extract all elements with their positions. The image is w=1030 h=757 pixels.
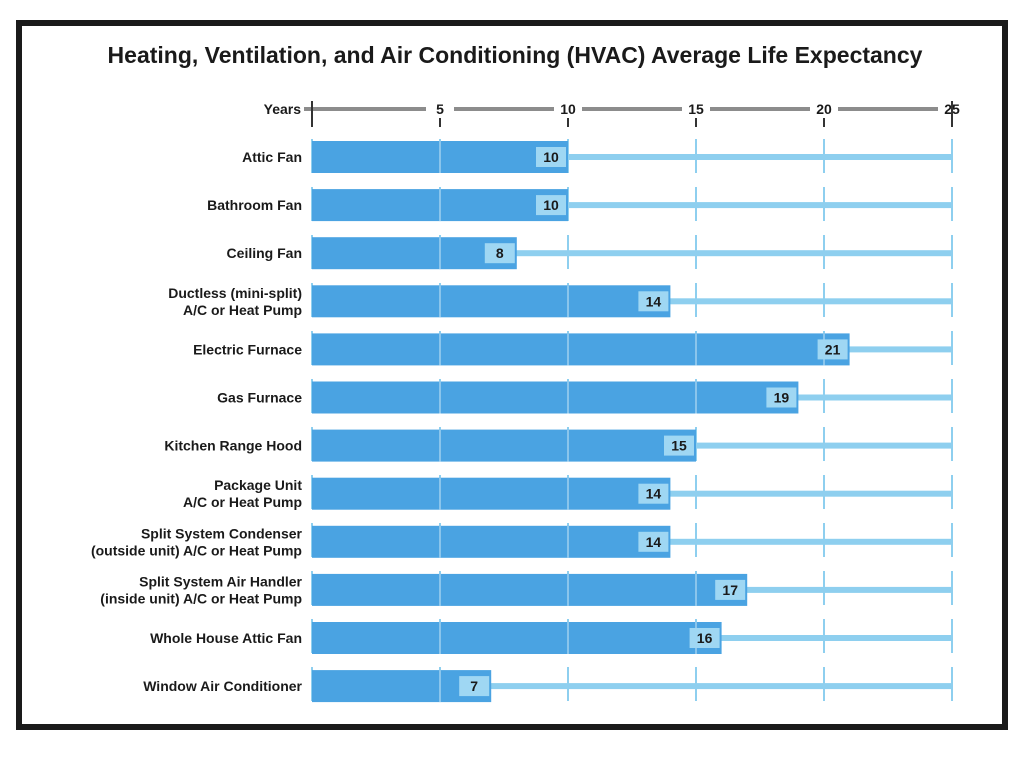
value-box [484,243,515,264]
bar [312,237,517,270]
value-box [766,387,797,408]
category-label: (outside unit) A/C or Heat Pump [91,542,302,558]
bar [312,285,671,318]
category-label: Bathroom Fan [207,197,302,213]
value-box [536,147,566,167]
bar [312,381,799,414]
data-label: 14 [646,486,662,502]
tick-label-bg [810,100,838,118]
value-box [638,531,669,552]
bar-track [312,683,952,690]
value-box [536,195,566,216]
category-label: Electric Furnace [193,341,302,357]
bar [312,573,748,606]
value-box [817,339,848,360]
value-box [664,435,694,456]
x-tick-label: 10 [560,101,576,117]
category-label: Whole House Attic Fan [150,630,302,646]
data-label: 17 [722,582,738,598]
category-label: Package Unit [214,477,302,493]
bar-track [312,154,952,160]
category-label: Gas Furnace [217,390,302,406]
bar [312,525,671,558]
category-label: Split System Condenser [141,525,303,541]
data-label: 10 [543,149,559,165]
x-tick-label: 20 [816,101,832,117]
tick-label-bg [426,100,454,118]
value-box [459,676,490,697]
bar [312,333,850,366]
category-label: (inside unit) A/C or Heat Pump [100,590,302,606]
category-label: A/C or Heat Pump [183,302,302,318]
data-label: 10 [543,197,559,213]
category-label: A/C or Heat Pump [183,494,302,510]
x-axis-label: Years [264,101,302,117]
chart-frame [16,20,1008,730]
category-label: Ceiling Fan [227,245,302,261]
data-label: 7 [470,678,478,694]
value-box [638,291,669,312]
value-box [715,579,746,600]
data-label: 14 [646,293,662,309]
x-tick-label: 5 [436,101,444,117]
tick-label-bg [554,100,582,118]
data-label: 21 [825,341,841,357]
x-tick-label: 15 [688,101,704,117]
bar [312,429,696,462]
value-box [689,628,720,648]
bar [312,477,671,510]
data-label: 8 [496,245,504,261]
data-label: 19 [774,390,790,406]
data-label: 15 [671,438,687,454]
category-label: Attic Fan [242,149,302,165]
category-label: Split System Air Handler [139,573,302,589]
category-label: Kitchen Range Hood [164,438,302,454]
bar-track [312,202,952,209]
category-label: Window Air Conditioner [143,678,302,694]
chart-title: Heating, Ventilation, and Air Conditioni… [107,42,923,68]
bar [312,622,722,654]
data-label: 16 [697,630,713,646]
category-label: Ductless (mini-split) [168,285,302,301]
bar-track [312,250,952,257]
value-box [638,483,669,504]
data-label: 14 [646,534,662,550]
tick-label-bg [682,100,710,118]
